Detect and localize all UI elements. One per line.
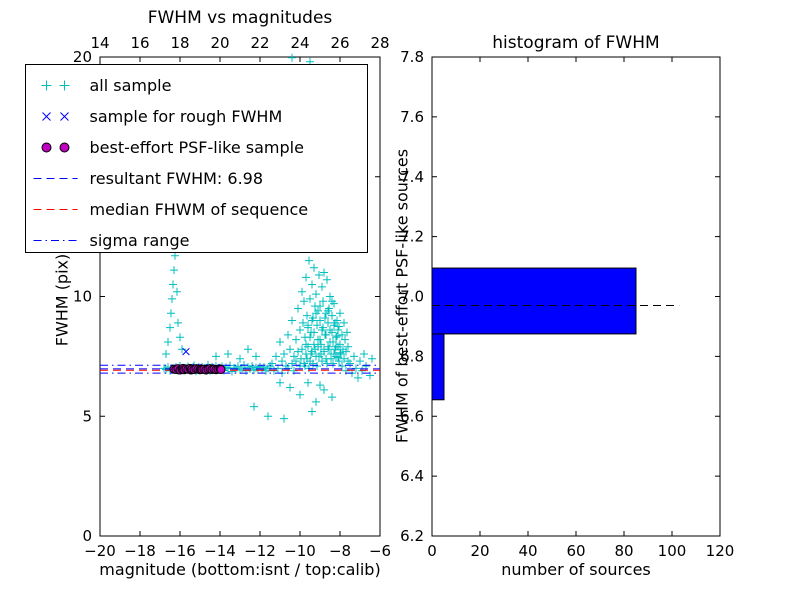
legend-label: sample for rough FWHM	[90, 107, 283, 126]
series-psf-sample	[169, 363, 226, 375]
tick-label: 22	[250, 34, 269, 52]
tick-label: 6.2	[400, 527, 424, 545]
tick-label: 80	[614, 542, 633, 560]
right-plot: 0 20 40 60 80 100 120 6.2 6.4 6.6 6.8 7.0 7.2 7.4 7.6 7…	[400, 48, 734, 560]
tick-label: 6.8	[400, 347, 424, 365]
tick-label: 6.4	[400, 467, 424, 485]
tick-label: 7.6	[400, 108, 424, 126]
tick-label: 26	[330, 34, 349, 52]
left-xaxis-label: magnitude (bottom:isnt / top:calib)	[99, 560, 381, 579]
tick-label: 6.6	[400, 407, 424, 425]
tick-label: 28	[370, 34, 389, 52]
tick-label: 100	[658, 542, 687, 560]
tick-label: 60	[566, 542, 585, 560]
hist-bar	[431, 333, 445, 401]
legend-label: resultant FWHM: 6.98	[90, 169, 264, 188]
tick-label: −8	[329, 542, 351, 560]
legend-label: median FHWM of sequence	[90, 200, 309, 219]
tick-label: 40	[518, 542, 537, 560]
tick-label: 20	[73, 48, 92, 66]
tick-label: −10	[284, 542, 316, 560]
tick-label: −12	[244, 542, 276, 560]
right-plot-title: histogram of FWHM	[492, 33, 660, 53]
legend-label: all sample	[90, 76, 172, 95]
legend-label: best-effort PSF-like sample	[90, 138, 304, 157]
tick-label: 7.4	[400, 168, 424, 186]
left-yaxis-label: FWHM (pix)	[52, 253, 72, 347]
tick-label: 5	[82, 407, 92, 425]
tick-label: 7.2	[400, 228, 424, 246]
legend-box	[25, 64, 368, 253]
tick-label: 18	[170, 34, 189, 52]
tick-label: 7.8	[400, 48, 424, 66]
hist-bar	[431, 267, 637, 335]
tick-label: 24	[290, 34, 309, 52]
tick-label: 0	[427, 542, 437, 560]
tick-label: 120	[706, 542, 735, 560]
tick-label: −14	[204, 542, 236, 560]
tick-label: 16	[130, 34, 149, 52]
right-yaxis-label: FWHM of best-effort PSF-like sources	[392, 148, 412, 444]
tick-label: 10	[73, 288, 92, 306]
legend-label: sigma range	[90, 231, 190, 250]
tick-label: 20	[470, 542, 489, 560]
tick-label: −20	[84, 542, 116, 560]
tick-label: −6	[369, 542, 391, 560]
right-xaxis-label: number of sources	[501, 560, 651, 579]
tick-label: 14	[90, 34, 109, 52]
tick-label: −18	[124, 542, 156, 560]
left-plot: −20 −18 −16 −14 −12 −10 −8 −6 14 16 18 20 22 24 26 28 0 5…	[73, 34, 391, 560]
tick-label: 20	[210, 34, 229, 52]
tick-label: 0	[82, 527, 92, 545]
left-plot-title: FWHM vs magnitudes	[147, 8, 333, 28]
legend: all sample sample for rough FWHM best-effo…	[25, 64, 368, 253]
tick-label: 7.0	[400, 288, 424, 306]
tick-label: −16	[164, 542, 196, 560]
